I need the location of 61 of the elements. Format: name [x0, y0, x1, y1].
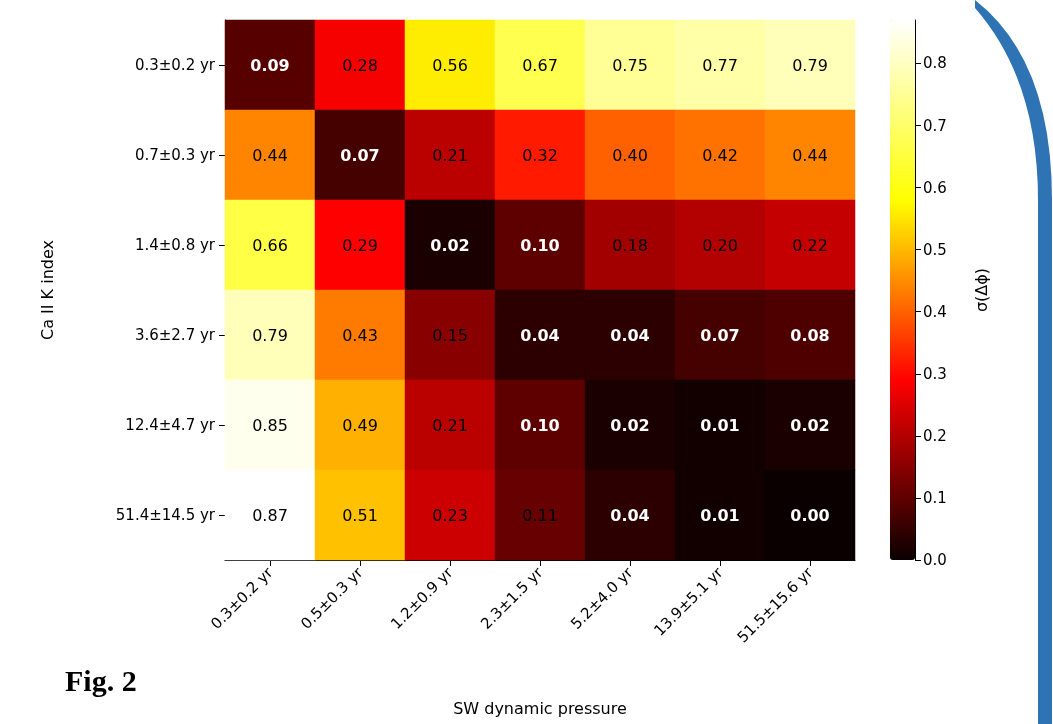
data-label: 0.01 [700, 415, 740, 435]
color-bar-label: 0.1 [923, 488, 947, 507]
color-bar-label: 0.3 [923, 364, 947, 383]
data-label: 0.56 [432, 55, 468, 75]
data-label: 0.28 [342, 55, 378, 75]
data-label: 0.32 [522, 145, 558, 165]
data-label: 0.51 [342, 505, 378, 525]
data-label: 0.21 [432, 415, 468, 435]
y-tick-label: 3.6±2.7 yr [134, 326, 216, 344]
color-bar-label: 0.0 [923, 551, 947, 569]
data-label: 0.87 [252, 505, 288, 525]
color-bar-label: 0.2 [923, 426, 947, 445]
data-label: 0.04 [610, 325, 650, 345]
data-label: 0.10 [520, 415, 560, 435]
data-label: 0.77 [702, 55, 738, 75]
data-label: 0.00 [790, 505, 830, 525]
y-tick-label: 0.7±0.3 yr [134, 146, 216, 164]
data-label: 0.02 [790, 415, 830, 435]
color-bar-label: 0.4 [923, 302, 947, 321]
data-label: 0.79 [252, 325, 288, 345]
y-tick-label: 1.4±0.8 yr [134, 236, 216, 254]
data-label: 0.10 [520, 235, 560, 255]
color-bar-title: σ(Δϕ) [971, 267, 991, 313]
color-bar-label: 0.6 [923, 178, 947, 197]
data-label: 0.66 [252, 235, 288, 255]
x-axis-title: SW dynamic pressure [453, 698, 627, 718]
data-label: 0.79 [792, 55, 828, 75]
data-label: 0.43 [342, 325, 378, 345]
data-label: 0.04 [520, 325, 560, 345]
data-label: 0.07 [340, 145, 380, 165]
data-label: 0.85 [252, 415, 288, 435]
data-label: 0.23 [432, 505, 468, 525]
data-label: 0.44 [252, 145, 288, 165]
data-label: 0.44 [792, 145, 828, 165]
color-bar-label: 0.8 [923, 54, 947, 73]
data-label: 0.22 [792, 235, 828, 255]
y-tick-label: 12.4±4.7 yr [125, 416, 216, 434]
data-label: 0.09 [250, 55, 290, 75]
data-label: 0.07 [700, 325, 740, 345]
data-label: 0.67 [522, 55, 558, 75]
data-label: 0.02 [430, 235, 470, 255]
color-bar-label: 0.7 [923, 116, 947, 135]
data-label: 0.01 [700, 505, 740, 525]
data-label: 0.02 [610, 415, 650, 435]
caption: Fig. 2 [65, 663, 137, 697]
data-label: 0.40 [612, 145, 648, 165]
data-label: 0.29 [342, 235, 378, 255]
data-label: 0.18 [612, 235, 648, 255]
y-tick-label: 51.4±14.5 yr [115, 506, 216, 524]
data-label: 0.15 [432, 325, 468, 345]
data-label: 0.08 [790, 325, 830, 345]
data-label: 0.49 [342, 415, 378, 435]
y-axis-title: Ca II K index [37, 240, 57, 340]
data-label: 0.42 [702, 145, 738, 165]
data-label: 0.21 [432, 145, 468, 165]
color-bar-label: 0.5 [923, 240, 947, 259]
data-label: 0.11 [522, 505, 558, 525]
data-label: 0.75 [612, 55, 648, 75]
y-tick-label: 0.3±0.2 yr [134, 56, 216, 74]
data-label: 0.20 [702, 235, 738, 255]
data-label: 0.04 [610, 505, 650, 525]
